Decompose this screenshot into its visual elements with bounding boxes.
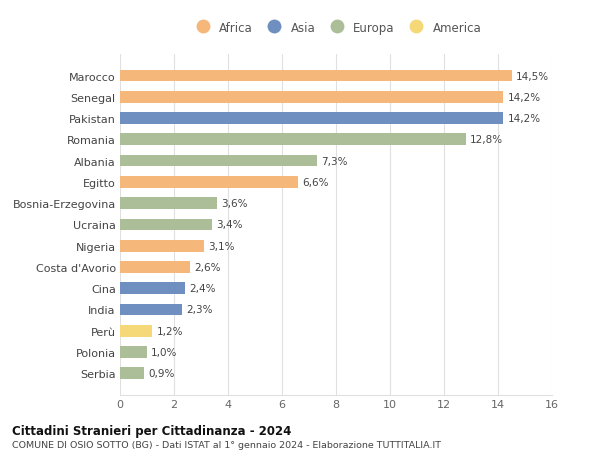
Bar xyxy=(120,134,466,146)
Bar xyxy=(120,219,212,231)
Text: 12,8%: 12,8% xyxy=(470,135,503,145)
Bar xyxy=(120,241,204,252)
Bar xyxy=(120,71,511,82)
Bar xyxy=(120,262,190,273)
Text: 1,2%: 1,2% xyxy=(157,326,183,336)
Bar xyxy=(120,113,503,125)
Bar xyxy=(120,156,317,167)
Text: 14,2%: 14,2% xyxy=(508,114,541,124)
Bar xyxy=(120,347,147,358)
Text: COMUNE DI OSIO SOTTO (BG) - Dati ISTAT al 1° gennaio 2024 - Elaborazione TUTTITA: COMUNE DI OSIO SOTTO (BG) - Dati ISTAT a… xyxy=(12,441,441,449)
Text: 6,6%: 6,6% xyxy=(302,178,329,187)
Legend: Africa, Asia, Europa, America: Africa, Asia, Europa, America xyxy=(186,17,486,39)
Text: 2,6%: 2,6% xyxy=(194,263,221,272)
Text: 14,2%: 14,2% xyxy=(508,93,541,102)
Bar xyxy=(120,198,217,209)
Bar xyxy=(120,325,152,337)
Text: 7,3%: 7,3% xyxy=(321,156,347,166)
Bar xyxy=(120,368,145,379)
Bar xyxy=(120,283,185,294)
Text: 0,9%: 0,9% xyxy=(148,369,175,379)
Bar xyxy=(120,304,182,316)
Text: 3,4%: 3,4% xyxy=(216,220,242,230)
Text: 3,6%: 3,6% xyxy=(221,199,248,209)
Text: 2,3%: 2,3% xyxy=(186,305,212,315)
Bar xyxy=(120,92,503,103)
Text: 14,5%: 14,5% xyxy=(515,71,548,81)
Text: 3,1%: 3,1% xyxy=(208,241,234,251)
Text: Cittadini Stranieri per Cittadinanza - 2024: Cittadini Stranieri per Cittadinanza - 2… xyxy=(12,424,292,437)
Text: 2,4%: 2,4% xyxy=(189,284,215,294)
Bar xyxy=(120,177,298,188)
Text: 1,0%: 1,0% xyxy=(151,347,178,357)
